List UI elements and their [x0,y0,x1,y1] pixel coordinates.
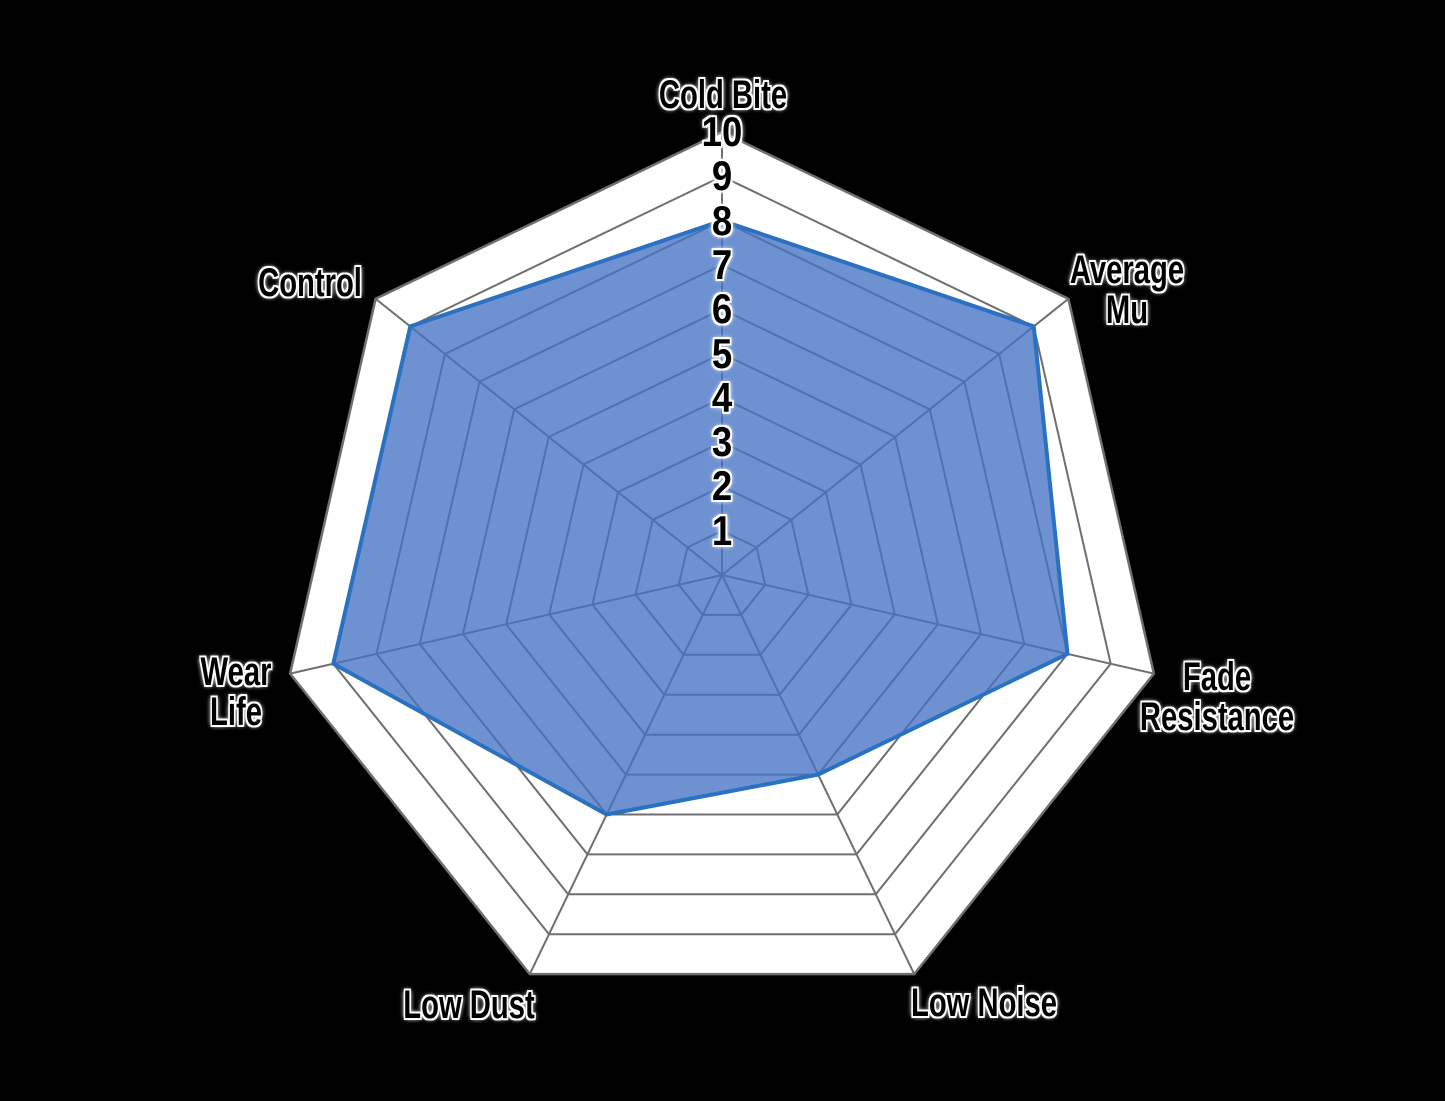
series-polygon [331,218,1070,817]
